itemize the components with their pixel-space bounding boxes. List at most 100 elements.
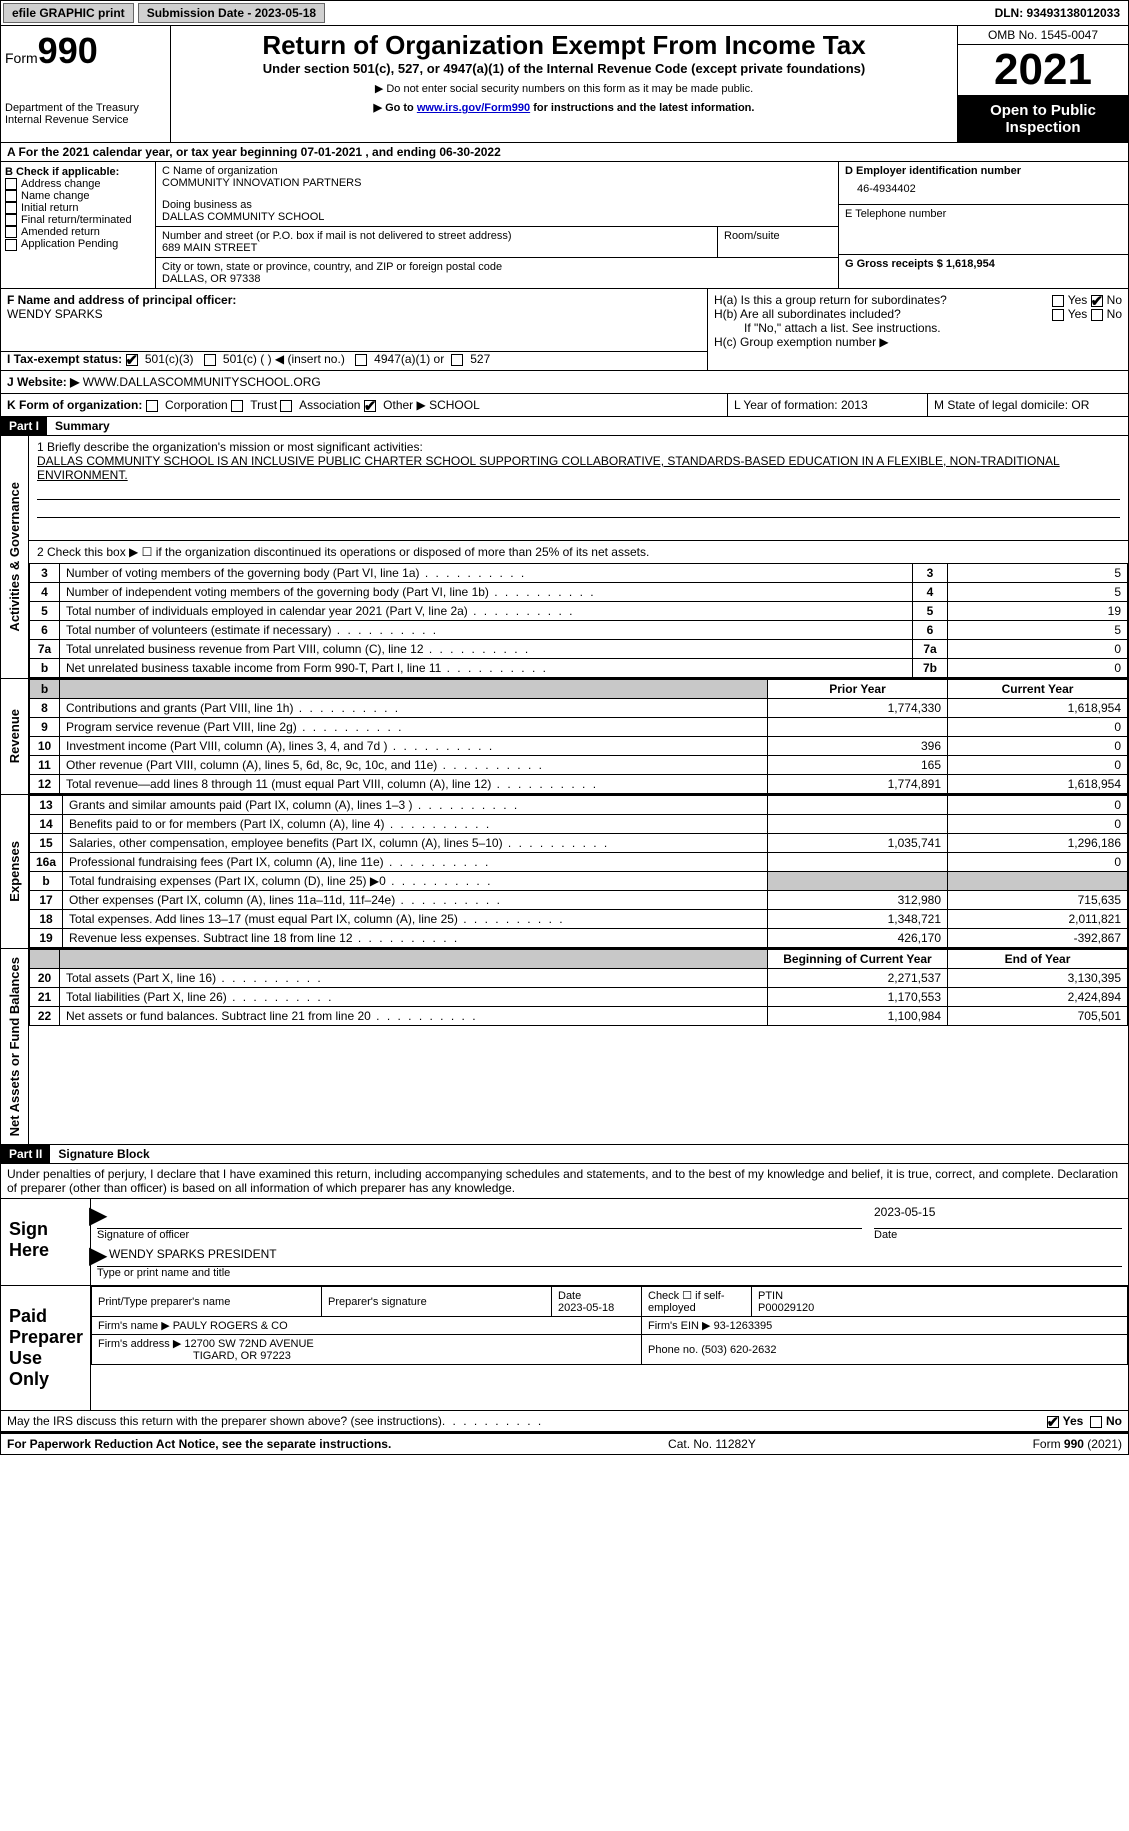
org-name: COMMUNITY INNOVATION PARTNERS (162, 177, 832, 189)
website-label: J Website: ▶ (7, 375, 79, 389)
section-netassets: Net Assets or Fund Balances Beginning of… (0, 949, 1129, 1145)
prep-phone: (503) 620-2632 (701, 1344, 776, 1356)
lbl-4947: 4947(a)(1) or (374, 352, 444, 366)
chk-address-change[interactable] (5, 178, 17, 190)
cat-no: Cat. No. 11282Y (668, 1437, 756, 1451)
row-k: K Form of organization: Corporation Trus… (0, 394, 1129, 417)
section-expenses: Expenses 13Grants and similar amounts pa… (0, 795, 1129, 949)
hc-exemption: H(c) Group exemption number ▶ (714, 335, 1122, 349)
lbl-no: No (1107, 293, 1122, 307)
table-row: bTotal fundraising expenses (Part IX, co… (30, 872, 1128, 891)
irs-link[interactable]: www.irs.gov/Form990 (417, 102, 530, 114)
footer-row: For Paperwork Reduction Act Notice, see … (0, 1432, 1129, 1455)
vlabel-revenue: Revenue (5, 701, 24, 771)
chk-app-pending[interactable] (5, 239, 17, 251)
gov-table: 3Number of voting members of the governi… (29, 563, 1128, 678)
chk-initial-return[interactable] (5, 202, 17, 214)
lbl-irs-yes: Yes (1063, 1414, 1084, 1428)
hb-note: If "No," attach a list. See instructions… (714, 321, 1122, 335)
rev-table: bPrior YearCurrent Year 8Contributions a… (29, 679, 1128, 794)
hdr-prior: Prior Year (768, 680, 948, 699)
lbl-yes: Yes (1068, 293, 1088, 307)
form-org-label: K Form of organization: (7, 398, 142, 412)
lbl-final-return: Final return/terminated (21, 214, 132, 226)
ha-group-return: H(a) Is this a group return for subordin… (714, 293, 1122, 307)
gross-receipts: G Gross receipts $ 1,618,954 (845, 258, 1122, 270)
section-bcd: B Check if applicable: Address change Na… (0, 162, 1129, 289)
part2-header-row: Part II Signature Block (0, 1145, 1129, 1164)
firm-name: PAULY ROGERS & CO (173, 1320, 288, 1332)
typed-label: Type or print name and title (97, 1267, 1122, 1279)
section-revenue: Revenue bPrior YearCurrent Year 8Contrib… (0, 679, 1129, 795)
lbl-trust: Trust (250, 398, 277, 412)
irs-label: Internal Revenue Service (5, 114, 166, 126)
table-row: 10Investment income (Part VIII, column (… (30, 737, 1128, 756)
table-row: 6Total number of volunteers (estimate if… (30, 621, 1128, 640)
website-value: WWW.DALLASCOMMUNITYSCHOOL.ORG (83, 375, 321, 389)
chk-name-change[interactable] (5, 190, 17, 202)
prep-name-label: Print/Type preparer's name (98, 1296, 315, 1308)
table-row: 11Other revenue (Part VIII, column (A), … (30, 756, 1128, 775)
table-row: 17Other expenses (Part IX, column (A), l… (30, 891, 1128, 910)
chk-trust[interactable] (231, 400, 243, 412)
chk-501c[interactable] (204, 354, 216, 366)
note-ssn: ▶ Do not enter social security numbers o… (175, 82, 953, 95)
may-irs-text: May the IRS discuss this return with the… (7, 1414, 442, 1428)
table-row: 14Benefits paid to or for members (Part … (30, 815, 1128, 834)
self-emp: Check ☐ if self-employed (642, 1287, 752, 1317)
chk-ha-yes[interactable] (1052, 295, 1064, 307)
topbar: efile GRAPHIC print Submission Date - 20… (0, 0, 1129, 26)
section-governance: Activities & Governance 1 Briefly descri… (0, 436, 1129, 679)
submission-date-button[interactable]: Submission Date - 2023-05-18 (138, 3, 325, 23)
row-i: I Tax-exempt status: 501(c)(3) 501(c) ( … (7, 352, 701, 366)
omb-number: OMB No. 1545-0047 (958, 26, 1128, 45)
form-footer: Form 990 (2021) (1033, 1437, 1122, 1451)
hdr-end: End of Year (948, 950, 1128, 969)
sign-here-block: Sign Here ▶ Signature of officer 2023-05… (0, 1199, 1129, 1286)
chk-ha-no[interactable] (1091, 295, 1103, 307)
prep-sig-label: Preparer's signature (328, 1296, 545, 1308)
row-a-tax-year: A For the 2021 calendar year, or tax yea… (0, 143, 1129, 162)
city-value: DALLAS, OR 97338 (162, 273, 832, 285)
chk-hb-no[interactable] (1091, 309, 1103, 321)
chk-corp[interactable] (146, 400, 158, 412)
chk-amended[interactable] (5, 226, 17, 238)
chk-other[interactable] (364, 400, 376, 412)
part2-badge: Part II (1, 1145, 50, 1163)
hdr-current: Current Year (948, 680, 1128, 699)
chk-assoc[interactable] (280, 400, 292, 412)
col-d-ein: D Employer identification number 46-4934… (838, 162, 1128, 288)
lbl-assoc: Association (299, 398, 360, 412)
lbl-amended: Amended return (21, 226, 100, 238)
chk-501c3[interactable] (126, 354, 138, 366)
efile-print-button[interactable]: efile GRAPHIC print (3, 3, 134, 23)
arrow-icon: ▶ (89, 1201, 107, 1230)
officer-label: F Name and address of principal officer: (7, 293, 701, 307)
street-value: 689 MAIN STREET (162, 242, 711, 254)
prep-date-label: Date (558, 1290, 581, 1302)
city-label: City or town, state or province, country… (162, 261, 832, 273)
table-row: 18Total expenses. Add lines 13–17 (must … (30, 910, 1128, 929)
dba-value: DALLAS COMMUNITY SCHOOL (162, 211, 832, 223)
lbl-corp: Corporation (165, 398, 228, 412)
tax-exempt-label: I Tax-exempt status: (7, 352, 122, 366)
chk-irs-yes[interactable] (1047, 1416, 1059, 1428)
chk-final-return[interactable] (5, 214, 17, 226)
col-b-checkboxes: B Check if applicable: Address change Na… (1, 162, 156, 288)
typed-name: WENDY SPARKS PRESIDENT (97, 1247, 277, 1261)
exp-table: 13Grants and similar amounts paid (Part … (29, 795, 1128, 948)
part2-title: Signature Block (50, 1147, 149, 1161)
tax-year: 2021 (958, 45, 1128, 96)
chk-irs-no[interactable] (1090, 1416, 1102, 1428)
firm-addr-label: Firm's address ▶ (98, 1338, 181, 1350)
chk-hb-yes[interactable] (1052, 309, 1064, 321)
net-table: Beginning of Current YearEnd of Year 20T… (29, 949, 1128, 1026)
chk-4947[interactable] (355, 354, 367, 366)
line1-label: 1 Briefly describe the organization's mi… (37, 440, 1120, 454)
ein-label: D Employer identification number (845, 165, 1122, 177)
paid-preparer-block: Paid Preparer Use Only Print/Type prepar… (0, 1286, 1129, 1411)
vlabel-governance: Activities & Governance (5, 474, 24, 640)
table-row: 12Total revenue—add lines 8 through 11 (… (30, 775, 1128, 794)
col-b-label: B Check if applicable: (5, 166, 151, 178)
chk-527[interactable] (451, 354, 463, 366)
